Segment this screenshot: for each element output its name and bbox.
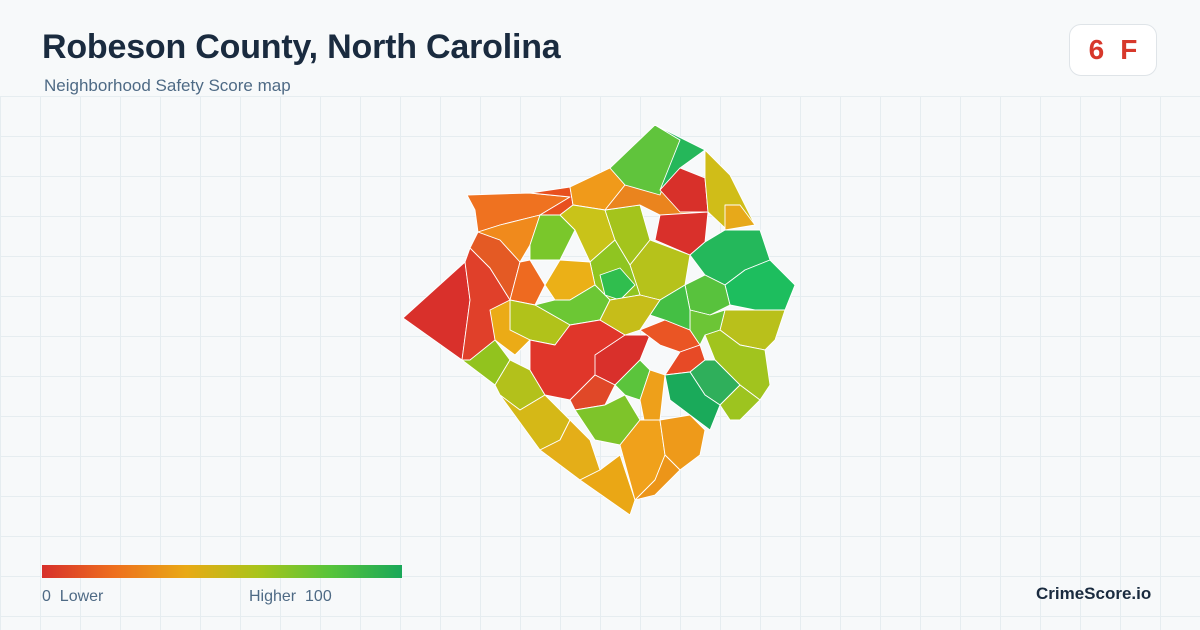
legend-low-value: 0 [42, 588, 51, 605]
map-region[interactable] [689, 309, 726, 346]
legend-low-label: 0 Lower [42, 588, 103, 606]
map-region[interactable] [569, 374, 616, 411]
score-value: 6 [1088, 34, 1105, 65]
legend-gradient-bar [42, 565, 402, 578]
map-region[interactable] [664, 371, 721, 431]
page-title: Robeson County, North Carolina [42, 28, 561, 66]
map-region[interactable] [599, 267, 636, 301]
map-region[interactable] [634, 454, 681, 501]
brand-logo[interactable]: CrimeScore.io [1036, 584, 1152, 603]
score-badge: 6 F [1069, 24, 1157, 76]
map-region[interactable] [724, 204, 756, 231]
map-region[interactable] [599, 294, 661, 336]
map-region[interactable] [402, 261, 471, 361]
legend-low-text: Lower [59, 588, 104, 605]
legend-high-label: Higher 100 [249, 588, 332, 606]
map-region[interactable] [461, 339, 511, 386]
legend-high-value: 100 [305, 588, 332, 605]
legend-high-text: Higher [249, 588, 297, 605]
page-subtitle: Neighborhood Safety Score map [44, 76, 291, 95]
map-region[interactable] [719, 384, 761, 421]
score-grade: F [1120, 34, 1138, 65]
map-region[interactable] [579, 454, 636, 516]
